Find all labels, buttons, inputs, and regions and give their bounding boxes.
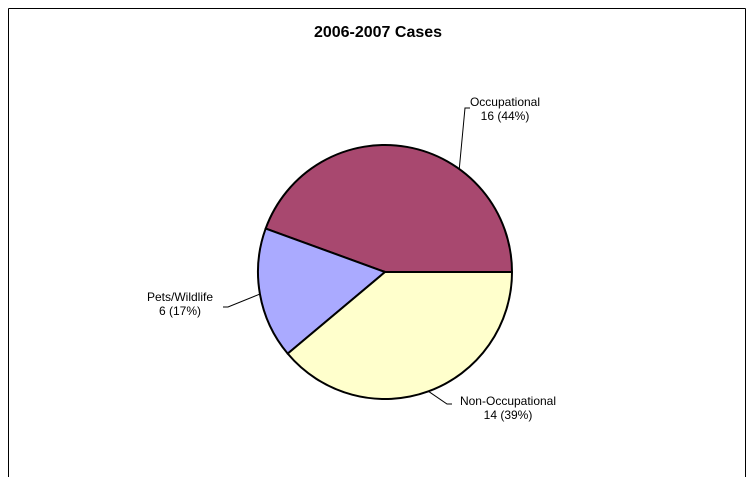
slice-label: Occupational [470,95,540,109]
pie-slice [257,227,386,355]
slice-label: Non-Occupational [460,394,556,408]
pie-slice [264,144,513,273]
leader-line [223,293,261,308]
value-label: 14 (39%) [484,408,533,422]
leader-line [458,107,470,170]
value-label: 6 (17%) [159,304,201,318]
value-label: 16 (44%) [481,109,530,123]
slice-label: Pets/Wildlife [147,290,213,304]
leader-line [428,390,452,405]
chart-title: 2006-2007 Cases [314,24,442,41]
